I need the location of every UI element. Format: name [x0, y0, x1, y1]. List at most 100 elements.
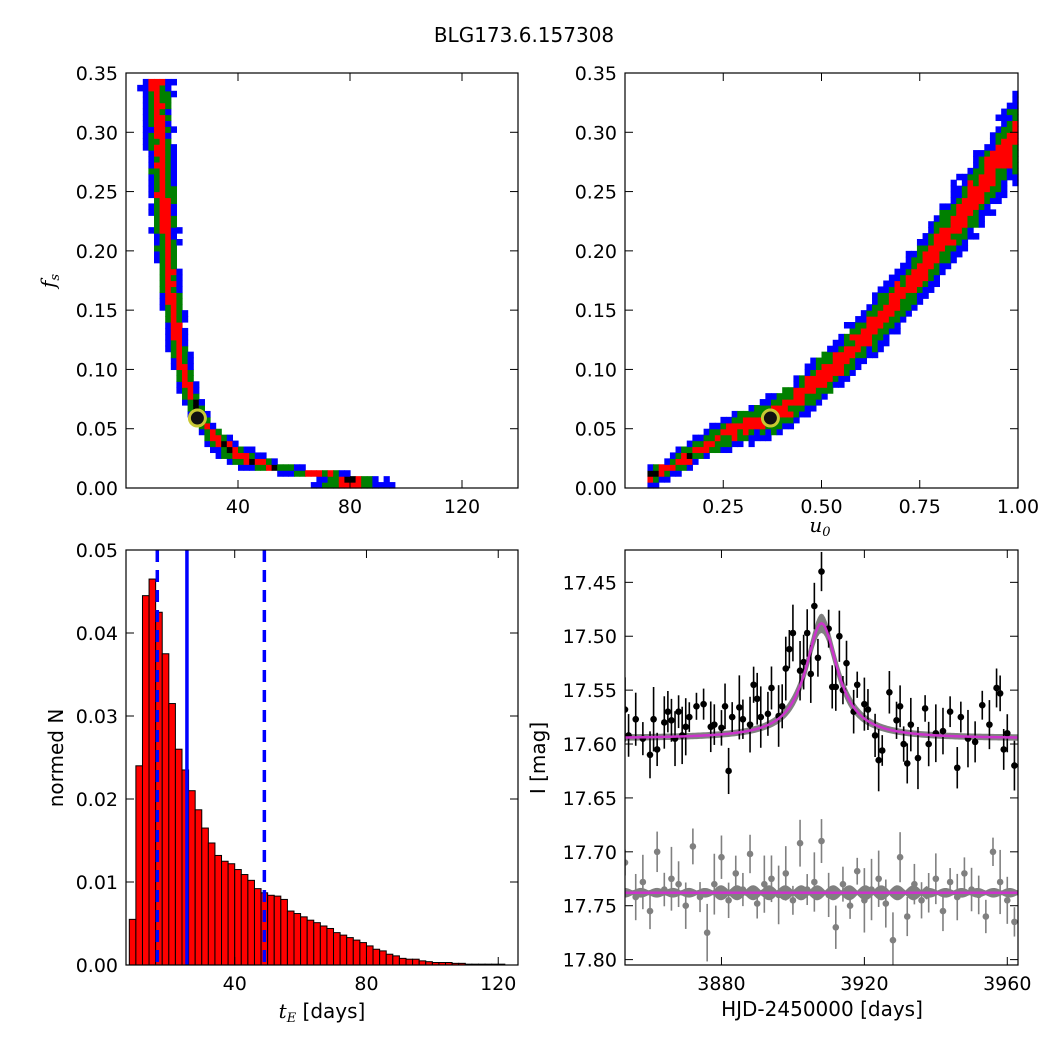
heatmap-cell — [748, 440, 755, 448]
heatmap-cell — [956, 185, 963, 193]
heatmap-cell — [939, 215, 946, 222]
heatmap-cell — [165, 256, 172, 264]
data-point — [996, 690, 1004, 697]
heatmap-cell — [243, 458, 250, 465]
heatmap-cell — [361, 476, 368, 483]
bottom-right-ytick-label: 17.70 — [563, 842, 617, 864]
heatmap-cell — [989, 138, 997, 145]
heatmap-cell — [310, 470, 317, 477]
heatmap-cell — [154, 132, 161, 139]
heatmap-cell — [748, 410, 755, 418]
heatmap-cell — [832, 357, 839, 365]
heatmap-cell — [142, 132, 149, 139]
heatmap-cell — [221, 452, 228, 459]
heatmap-cell — [165, 227, 172, 234]
heatmap-cell — [165, 90, 172, 98]
heatmap-cell — [900, 304, 907, 311]
heatmap-cell — [148, 209, 155, 216]
heatmap-cell — [956, 227, 963, 234]
heatmap-cell — [855, 316, 862, 323]
heatmap-cell — [765, 399, 772, 406]
heatmap-cell — [933, 233, 940, 240]
heatmap-cell — [327, 476, 334, 483]
heatmap-cell — [905, 286, 912, 293]
heatmap-cell — [956, 250, 963, 258]
heatmap-cell — [170, 262, 177, 270]
heatmap-cell — [703, 440, 710, 448]
heatmap-cell — [821, 393, 828, 400]
heatmap-cell — [249, 452, 256, 459]
heatmap-cell — [928, 244, 935, 252]
residual-point — [625, 859, 629, 866]
heatmap-cell — [748, 434, 755, 442]
heatmap-cell — [916, 262, 924, 270]
heatmap-cell — [933, 227, 940, 234]
heatmap-cell — [793, 416, 800, 424]
heatmap-cell — [883, 316, 890, 323]
heatmap-cell — [900, 268, 907, 276]
heatmap-cell — [182, 333, 189, 341]
heatmap-cell — [154, 256, 161, 264]
residual-point — [803, 886, 811, 893]
heatmap-cell — [872, 322, 879, 329]
heatmap-cell — [159, 161, 166, 169]
data-point — [843, 659, 850, 667]
heatmap-cell — [1001, 150, 1008, 157]
heatmap-cell — [872, 339, 879, 347]
top-right-ytick-label: 0.00 — [575, 478, 617, 500]
heatmap-cell — [827, 351, 834, 359]
residual-point — [761, 880, 768, 888]
heatmap-cell — [193, 387, 200, 394]
heatmap-cell — [165, 239, 172, 246]
histogram-bar — [333, 932, 341, 966]
heatmap-cell — [204, 416, 211, 424]
heatmap-cell — [1001, 185, 1008, 193]
heatmap-cell — [215, 452, 222, 459]
heatmap-cell — [827, 357, 834, 365]
heatmap-cell — [226, 452, 233, 459]
heatmap-cell — [709, 428, 716, 436]
heatmap-cell — [827, 369, 834, 376]
heatmap-cell — [815, 399, 823, 406]
data-point — [632, 715, 640, 723]
heatmap-cell — [210, 440, 217, 448]
heatmap-cell — [170, 345, 177, 353]
heatmap-cell — [787, 416, 795, 424]
heatmap-cell — [1006, 120, 1013, 127]
heatmap-cell — [159, 298, 166, 305]
heatmap-cell — [961, 227, 969, 234]
heatmap-cell — [193, 381, 200, 388]
heatmap-cell — [989, 209, 997, 216]
heatmap-cell — [956, 173, 963, 181]
heatmap-cell — [154, 239, 161, 246]
heatmap-cell — [720, 428, 727, 436]
heatmap-cell — [142, 144, 149, 151]
heatmap-cell — [703, 428, 710, 436]
residual-point — [818, 837, 825, 845]
data-point — [818, 568, 825, 575]
heatmap-cell — [827, 387, 834, 394]
residual-point — [725, 897, 732, 904]
heatmap-cell — [165, 167, 172, 175]
heatmap-cell — [709, 434, 716, 442]
heatmap-cell — [148, 114, 155, 122]
heatmap-cell — [866, 327, 873, 335]
data-point — [718, 724, 725, 732]
bottom-right-frame — [624, 549, 1019, 966]
heatmap-cell — [647, 470, 654, 477]
heatmap-cell — [204, 428, 211, 436]
heatmap-cell — [316, 476, 323, 483]
heatmap-cell — [905, 262, 912, 270]
heatmap-cell — [843, 357, 851, 365]
heatmap-cell — [159, 114, 166, 122]
heatmap-cell — [697, 440, 705, 448]
heatmap-cell — [855, 345, 862, 353]
data-point — [786, 645, 793, 653]
top-left-ytick-label: 0.25 — [76, 182, 118, 204]
heatmap-cell — [945, 221, 952, 228]
heatmap-cell — [765, 405, 772, 412]
heatmap-cell — [877, 298, 884, 305]
heatmap-cell — [170, 274, 177, 282]
heatmap-cell — [182, 339, 189, 347]
